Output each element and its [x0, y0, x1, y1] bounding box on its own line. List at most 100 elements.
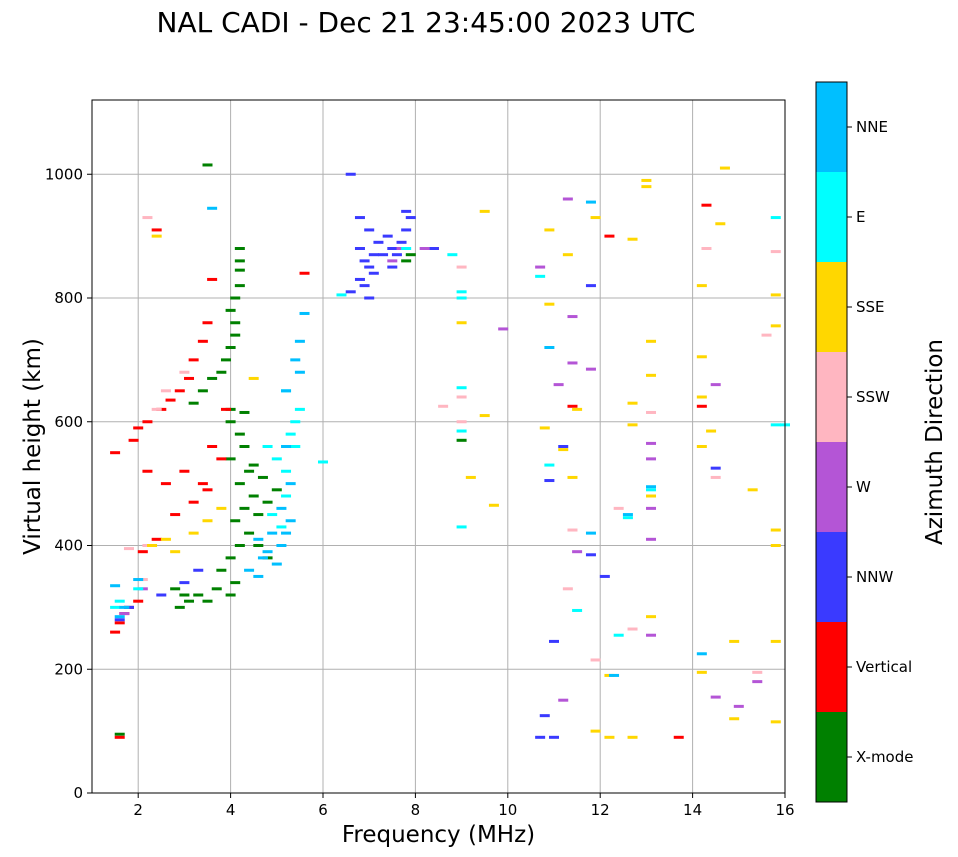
data-point-nnw [378, 253, 389, 257]
colorbar-segment-w [816, 442, 847, 532]
colorbar-frame [815, 81, 848, 803]
data-point-sse [696, 670, 707, 674]
data-point-nne [285, 519, 296, 523]
data-point-vertical [673, 735, 684, 739]
data-point-sse [562, 253, 573, 257]
data-point-sse [646, 494, 657, 498]
data-point-w [419, 247, 430, 250]
data-point-sse [627, 735, 638, 739]
data-point-nne [262, 550, 273, 554]
data-point-x-mode [225, 308, 236, 312]
data-point-nnw [373, 240, 384, 244]
data-point-w [572, 550, 583, 554]
data-point-vertical [133, 426, 144, 430]
data-point-vertical [216, 457, 227, 461]
data-point-sse [729, 639, 740, 643]
data-point-x-mode [262, 500, 273, 504]
colorbar-segment-nnw [816, 532, 847, 622]
data-point-x-mode [230, 296, 241, 300]
data-point-x-mode [234, 432, 245, 436]
y-tick-label: 0 [73, 784, 83, 802]
data-point-vertical [160, 482, 171, 486]
data-point-x-mode [230, 333, 241, 337]
y-tick-label: 800 [54, 289, 83, 307]
data-point-nne [267, 531, 278, 535]
data-point-nnw [364, 265, 375, 269]
data-point-x-mode [184, 599, 195, 603]
data-point-sse [590, 216, 601, 220]
data-point-nnw [585, 553, 596, 557]
data-point-x-mode [239, 506, 250, 510]
data-point-vertical [696, 404, 707, 408]
data-point-sse [604, 735, 615, 739]
y-tick-label: 1000 [45, 165, 83, 183]
data-point-vertical [114, 621, 125, 625]
data-point-nnw [544, 479, 555, 483]
data-point-nnw [387, 247, 398, 250]
data-point-e [456, 296, 467, 300]
data-point-vertical [188, 358, 199, 362]
data-point-nnw [345, 290, 356, 294]
data-point-ssw [562, 587, 573, 591]
data-point-nnw [368, 271, 379, 275]
data-point-e [770, 216, 781, 220]
data-point-ssw [770, 250, 781, 254]
data-point-e [318, 460, 328, 464]
data-point-vertical [197, 339, 208, 343]
data-point-sse [160, 537, 171, 541]
data-point-e [456, 429, 467, 433]
data-point-nnw [359, 259, 370, 263]
x-tick-label: 16 [775, 801, 794, 819]
colorbar-segment-nne [816, 82, 847, 172]
data-point-x-mode [216, 568, 227, 572]
data-point-nnw [364, 228, 375, 232]
data-point-sse [202, 519, 213, 523]
data-point-vertical [110, 630, 121, 634]
data-point-e [572, 608, 583, 612]
data-point-ssw [456, 265, 467, 269]
data-point-x-mode [244, 469, 255, 473]
data-point-sse [696, 395, 707, 399]
data-point-nnw [535, 735, 546, 739]
data-point-vertical [142, 469, 153, 473]
data-point-x-mode [253, 544, 264, 547]
data-point-vertical [133, 599, 144, 603]
data-point-nne [299, 311, 310, 315]
data-point-nnw [391, 253, 402, 257]
data-point-vertical [151, 228, 162, 232]
data-point-w [646, 441, 657, 445]
data-point-sse [696, 445, 707, 448]
data-point-w [498, 327, 509, 331]
data-point-nnw [401, 228, 412, 232]
data-point-sse [544, 302, 555, 306]
data-point-x-mode [239, 410, 250, 414]
data-point-w [646, 457, 657, 461]
data-point-x-mode [211, 587, 222, 591]
data-point-e [276, 525, 287, 529]
data-point-sse [747, 488, 758, 492]
data-point-sse [719, 166, 730, 170]
data-point-nne [276, 506, 287, 510]
data-point-sse [627, 401, 638, 405]
data-point-w [553, 383, 564, 387]
colorbar: X-mode Vertical NNW W SSW SSE E NNE Azimuth Dire… [815, 81, 948, 803]
data-point-ssw [646, 410, 657, 414]
colorbar-segment-vertical [816, 622, 847, 712]
data-point-sse [706, 429, 717, 433]
data-point-nnw [396, 240, 407, 244]
data-point-ssw [761, 333, 772, 337]
data-point-nnw [354, 216, 365, 220]
data-point-x-mode [456, 438, 467, 442]
colorbar-label-ssw: SSW [856, 388, 890, 406]
data-point-sse [646, 615, 657, 619]
data-point-nnw [354, 247, 365, 250]
colorbar-segment-e [816, 172, 847, 262]
data-point-nnw [428, 247, 439, 250]
data-point-nnw [156, 593, 167, 597]
data-point-nne [622, 513, 633, 517]
data-point-nnw [359, 284, 370, 288]
y-axis-label: Virtual height (km) [20, 338, 46, 555]
data-point-nnw [405, 216, 416, 220]
data-point-nne [585, 531, 596, 535]
data-point-nnw [558, 445, 569, 448]
